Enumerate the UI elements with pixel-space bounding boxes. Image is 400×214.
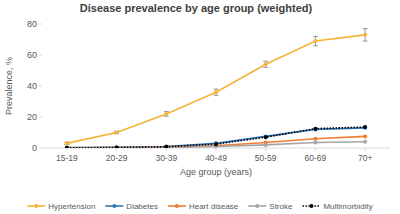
x-tick (265, 148, 266, 151)
legend: Hypertension Diabetes Heart disease Stroke M… (27, 202, 373, 211)
marker (65, 146, 69, 148)
marker (214, 90, 218, 94)
legend-label: Hypertension (48, 202, 95, 211)
x-tick (315, 148, 316, 151)
marker (65, 146, 69, 148)
marker (115, 131, 119, 135)
x-tick-label: 60-69 (305, 153, 327, 163)
y-tick-label: 80 (27, 19, 37, 29)
y-tick (39, 117, 42, 118)
series-line (67, 136, 365, 147)
y-axis-title: Prevalence, % (4, 57, 14, 115)
plot-area (64, 29, 367, 148)
marker (115, 146, 119, 148)
y-tick (39, 24, 42, 25)
marker (164, 112, 168, 116)
marker (65, 146, 69, 148)
series-line (67, 142, 365, 148)
x-tick (116, 148, 117, 151)
legend-item: Heart disease (168, 202, 239, 211)
legend-item: Multimorbidity (302, 202, 372, 211)
marker (264, 143, 268, 147)
x-tick (66, 148, 67, 151)
marker (115, 146, 119, 148)
x-tick-label: 70+ (358, 153, 372, 163)
legend-item: Hypertension (27, 202, 95, 211)
x-tick-label: 50-59 (255, 153, 277, 163)
legend-marker (309, 204, 313, 208)
y-tick (39, 148, 42, 149)
y-tick-label: 0 (32, 143, 37, 153)
error-bar (363, 29, 368, 41)
marker (264, 135, 268, 139)
x-tick (166, 148, 167, 151)
marker (313, 39, 317, 43)
error-bar (263, 61, 268, 67)
marker (313, 127, 317, 131)
marker (115, 145, 119, 148)
legend-label: Heart disease (189, 202, 239, 211)
x-axis-title: Age group (years) (180, 167, 252, 177)
series-line (67, 35, 365, 144)
marker (264, 62, 268, 66)
marker (164, 146, 168, 148)
legend-label: Stroke (269, 202, 293, 211)
legend-item: Stroke (248, 202, 293, 211)
marker (363, 140, 367, 144)
legend-marker (255, 204, 259, 208)
marker (164, 145, 168, 148)
error-bar (214, 89, 219, 95)
y-axis (42, 24, 43, 148)
x-tick-label: 30-39 (155, 153, 177, 163)
legend-marker (34, 204, 38, 208)
y-tick-label: 20 (27, 112, 37, 122)
marker (363, 134, 367, 138)
error-bar (64, 142, 69, 144)
y-tick (39, 86, 42, 87)
x-tick (365, 148, 366, 151)
series-line (67, 128, 365, 148)
legend-marker (112, 204, 116, 208)
legend-item: Diabetes (105, 202, 158, 211)
marker (363, 125, 367, 129)
chart: Disease prevalence by age group (weighte… (0, 0, 400, 214)
marker (313, 137, 317, 141)
y-tick-label: 60 (27, 50, 37, 60)
marker (313, 141, 317, 145)
x-tick (216, 148, 217, 151)
series-line (67, 127, 365, 148)
marker (65, 141, 69, 145)
legend-label: Diabetes (126, 202, 158, 211)
marker (65, 146, 69, 148)
marker (313, 127, 317, 131)
x-tick-label: 40-49 (205, 153, 227, 163)
marker (264, 134, 268, 138)
x-tick-label: 20-29 (106, 153, 128, 163)
y-tick-label: 40 (27, 81, 37, 91)
x-tick-label: 15-19 (56, 153, 78, 163)
legend-marker (175, 204, 179, 208)
error-bar (164, 112, 169, 117)
marker (214, 141, 218, 145)
marker (164, 144, 168, 148)
marker (363, 126, 367, 130)
marker (363, 33, 367, 37)
marker (214, 142, 218, 146)
error-bar (313, 36, 318, 45)
y-tick (39, 55, 42, 56)
marker (164, 145, 168, 148)
marker (115, 146, 119, 148)
legend-label: Multimorbidity (323, 202, 372, 211)
error-bar (114, 131, 119, 133)
title: Disease prevalence by age group (weighte… (80, 2, 313, 14)
